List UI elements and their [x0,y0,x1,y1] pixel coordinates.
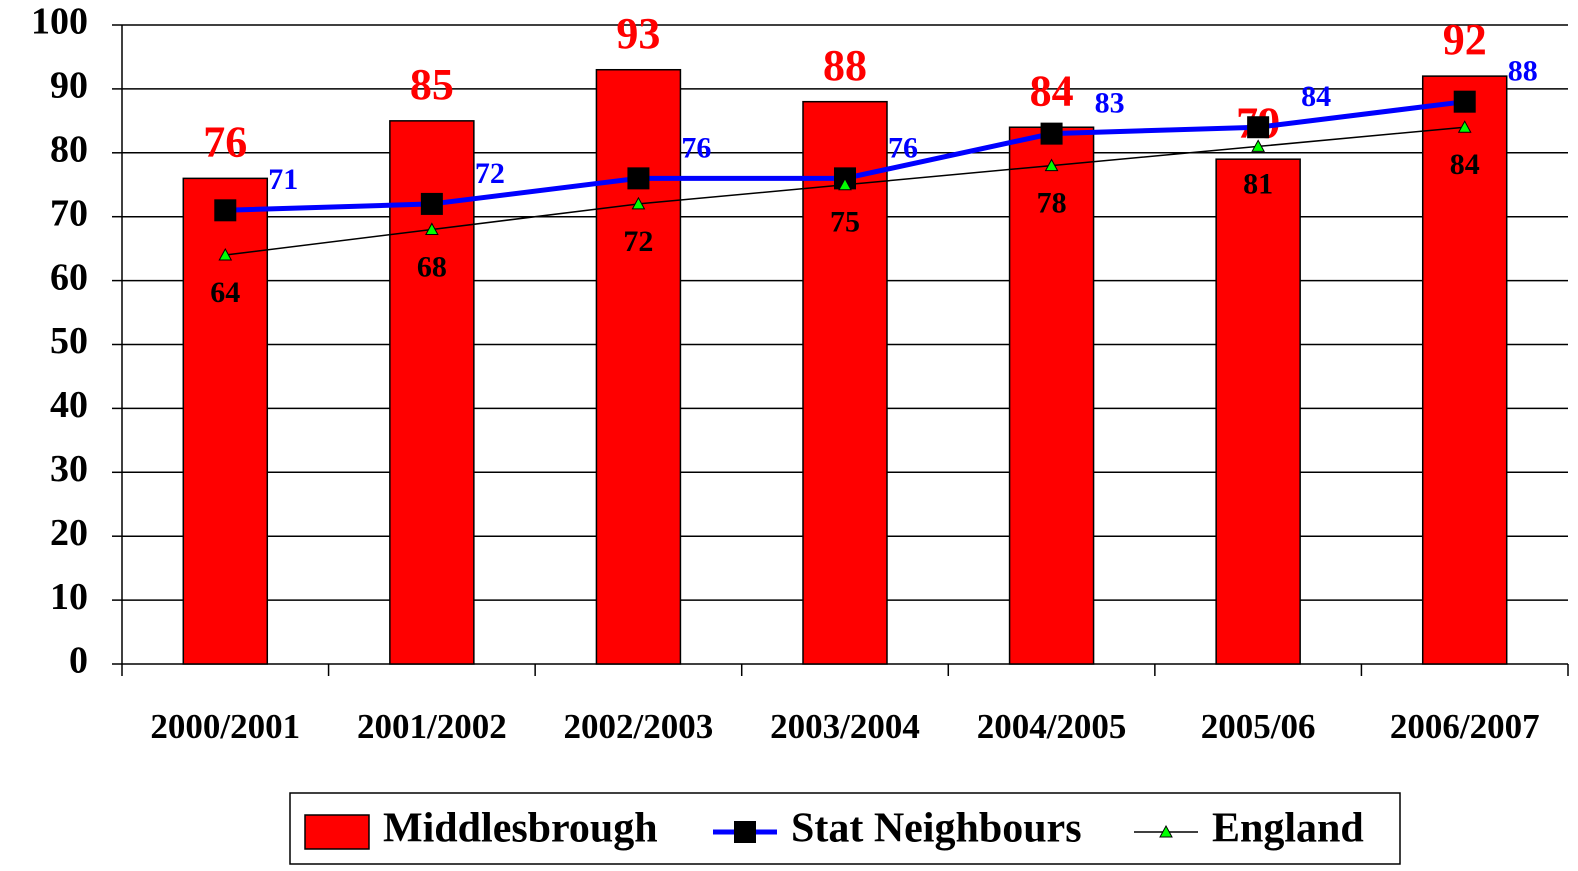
marker [838,177,852,191]
data-label: 76 [681,131,711,164]
data-label: 76 [888,131,918,164]
marker [1251,139,1265,152]
data-label: 85 [410,60,454,109]
legend-swatch [304,814,370,850]
data-label: 81 [1243,167,1273,200]
marker [1044,158,1059,172]
x-tick-label: 2005/06 [1201,707,1316,746]
legend-marker [1159,824,1173,838]
legend-box [289,792,1401,865]
data-label: 72 [623,225,653,258]
legend-label: Middlesbrough [383,806,658,852]
data-label: 76 [203,117,247,166]
bar [1008,126,1095,665]
x-tick-label: 2006/2007 [1390,707,1540,746]
marker [1457,120,1472,133]
x-tick-label: 2002/2003 [564,707,714,746]
y-tick-label: 10 [50,576,88,618]
marker [214,199,237,222]
y-tick-label: 20 [50,512,88,554]
y-tick-label: 50 [50,320,88,362]
marker [218,247,233,261]
data-label: 84 [1450,148,1480,181]
x-tick-label: 2003/2004 [770,707,920,746]
bar [595,68,682,665]
data-label: 93 [616,9,660,58]
marker [425,222,439,235]
y-tick-label: 70 [50,192,88,234]
data-label: 84 [1301,80,1331,113]
x-tick-label: 2000/2001 [150,707,300,746]
bar [1421,75,1508,665]
data-label: 92 [1443,15,1487,64]
y-tick-label: 0 [69,640,88,682]
marker [631,196,646,210]
marker [627,167,650,190]
data-label: 83 [1095,87,1125,120]
marker [1247,116,1270,139]
data-label: 84 [1030,66,1074,115]
y-tick-label: 100 [31,1,88,43]
legend-label: England [1212,806,1364,852]
marker [1453,90,1476,113]
y-tick-label: 60 [50,256,88,298]
data-label: 71 [268,163,298,196]
data-label: 88 [1508,55,1538,88]
y-tick-label: 90 [50,65,88,107]
data-label: 78 [1037,186,1067,219]
data-label: 64 [210,276,240,309]
legend-label: Stat Neighbours [791,806,1082,852]
x-tick-label: 2004/2005 [977,707,1127,746]
data-label: 88 [823,41,867,90]
data-label: 75 [830,206,860,239]
x-tick-label: 2001/2002 [357,707,507,746]
legend-marker [734,821,756,843]
y-tick-label: 80 [50,129,88,171]
marker [420,192,443,215]
y-tick-label: 30 [50,448,88,490]
bar [1215,158,1301,665]
y-tick-label: 40 [50,384,88,426]
bar [802,100,888,665]
marker [1040,122,1063,145]
data-label: 72 [475,157,505,190]
data-label: 68 [417,250,447,283]
